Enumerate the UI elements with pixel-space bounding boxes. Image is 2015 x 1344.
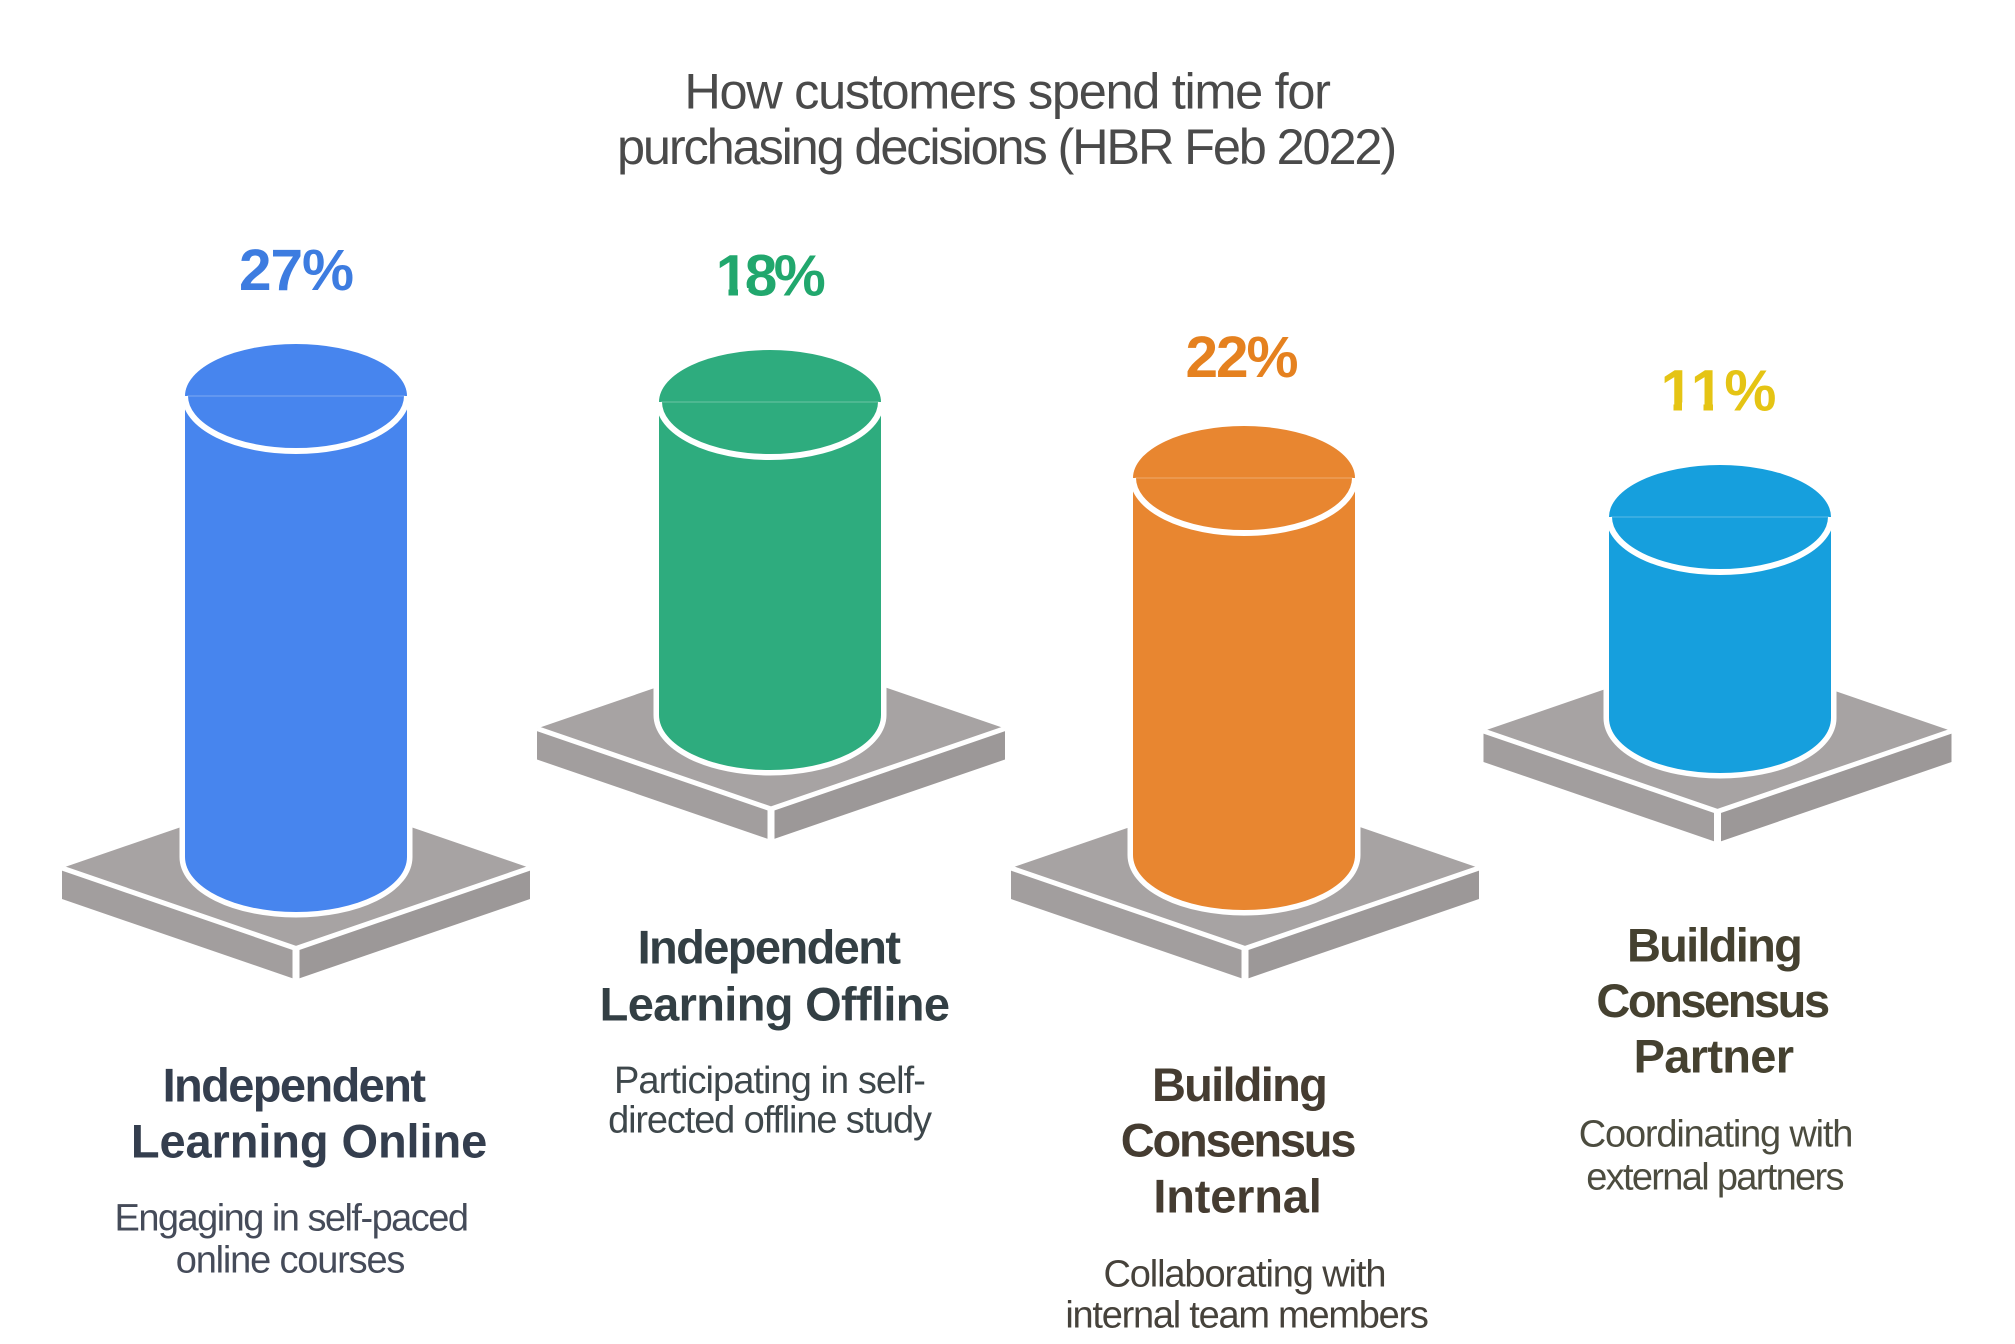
svg-text:How customers spend time for: How customers spend time for: [684, 63, 1330, 120]
svg-text:Partner: Partner: [1634, 1030, 1794, 1083]
svg-text:11%: 11%: [1661, 359, 1778, 424]
svg-text:Internal: Internal: [1153, 1169, 1321, 1222]
svg-text:27%: 27%: [239, 238, 353, 303]
svg-text:Consensus: Consensus: [1596, 974, 1829, 1027]
svg-text:Consensus: Consensus: [1121, 1114, 1356, 1167]
svg-text:Participating in self-: Participating in self-: [614, 1060, 925, 1102]
svg-text:Learning Offline: Learning Offline: [600, 977, 950, 1030]
svg-text:directed offline study: directed offline study: [608, 1100, 932, 1142]
svg-text:Independent: Independent: [638, 921, 902, 974]
svg-text:internal team members: internal team members: [1065, 1295, 1428, 1337]
svg-text:Learning Online: Learning Online: [131, 1115, 487, 1168]
svg-text:Independent: Independent: [163, 1059, 427, 1112]
svg-text:Building: Building: [1627, 918, 1801, 971]
svg-text:Collaborating with: Collaborating with: [1103, 1254, 1385, 1296]
svg-text:Coordinating with: Coordinating with: [1579, 1113, 1852, 1155]
svg-text:online courses: online courses: [176, 1240, 405, 1282]
svg-text:external partners: external partners: [1586, 1157, 1843, 1199]
svg-text:18%: 18%: [716, 244, 825, 309]
svg-text:22%: 22%: [1185, 325, 1297, 390]
svg-text:purchasing decisions (HBR Feb: purchasing decisions (HBR Feb 2022): [617, 118, 1395, 175]
svg-text:Engaging in self-paced: Engaging in self-paced: [115, 1198, 468, 1240]
svg-text:Building: Building: [1152, 1058, 1326, 1111]
